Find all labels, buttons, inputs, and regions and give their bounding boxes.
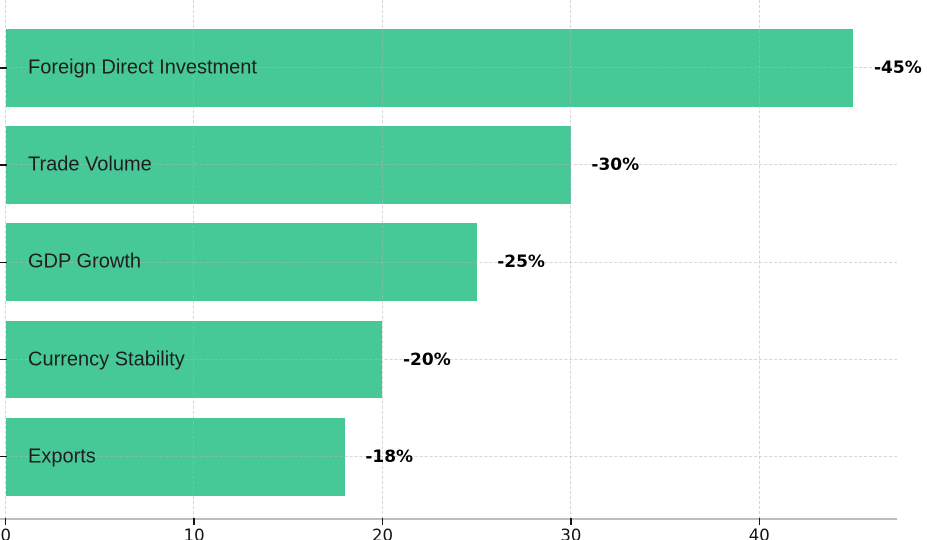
x-gridline xyxy=(381,0,383,519)
y-tick-mark xyxy=(0,67,7,69)
value-label: -18% xyxy=(365,446,414,467)
category-label: Trade Volume xyxy=(28,153,152,176)
x-gridline xyxy=(758,0,760,519)
value-label: -20% xyxy=(403,349,451,370)
category-label: Exports xyxy=(28,445,96,468)
y-gridline xyxy=(0,67,897,69)
x-tick-label: 0 xyxy=(0,526,11,540)
x-tick-label: 20 xyxy=(372,526,393,540)
x-tick-mark xyxy=(4,518,7,525)
x-axis-line xyxy=(0,517,897,521)
x-gridline xyxy=(193,0,195,519)
category-label: Currency Stability xyxy=(28,348,185,370)
value-label: -25% xyxy=(497,252,545,273)
category-label: Foreign Direct Investment xyxy=(28,56,257,79)
y-tick-mark xyxy=(0,164,7,166)
x-tick-label: 40 xyxy=(748,526,770,540)
x-tick-mark xyxy=(193,518,195,525)
y-gridline xyxy=(0,164,897,166)
x-tick-mark xyxy=(570,518,572,525)
x-tick-mark xyxy=(381,518,384,525)
x-tick-mark xyxy=(758,518,761,525)
value-label: -30% xyxy=(591,155,640,176)
x-tick-label: 30 xyxy=(560,526,582,540)
x-gridline xyxy=(570,0,572,519)
value-label: -45% xyxy=(874,57,922,78)
category-label: GDP Growth xyxy=(28,250,141,273)
y-tick-mark xyxy=(0,455,7,458)
y-gridline xyxy=(0,261,897,263)
y-tick-mark xyxy=(0,261,7,264)
y-tick-mark xyxy=(0,358,7,361)
y-gridline xyxy=(0,455,897,457)
x-gridline xyxy=(4,0,6,519)
y-gridline xyxy=(0,358,897,360)
x-tick-label: 10 xyxy=(183,526,205,540)
